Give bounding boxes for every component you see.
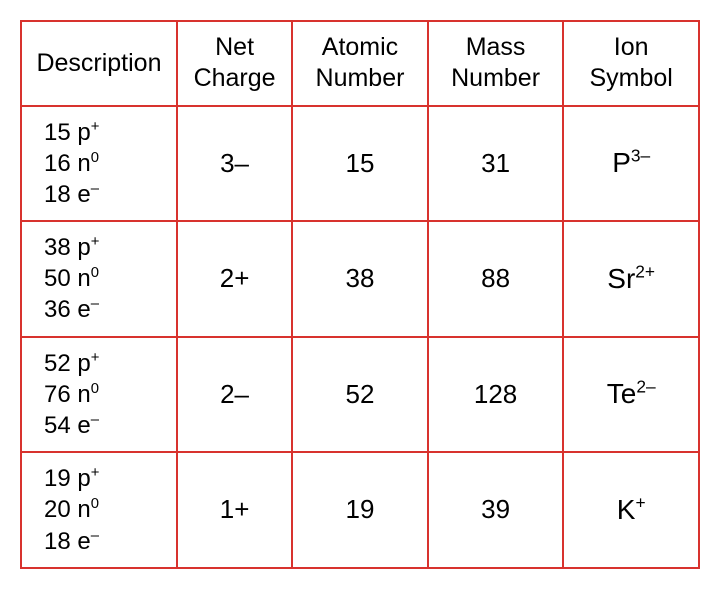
header-description: Description <box>21 21 177 106</box>
cell-ion-symbol: K+ <box>563 452 699 568</box>
electrons-line: 18 e– <box>44 179 172 210</box>
header-net-charge: NetCharge <box>177 21 292 106</box>
cell-mass-number: 39 <box>428 452 564 568</box>
table-row: 52 p+76 n054 e–2–52128Te2– <box>21 337 699 453</box>
cell-net-charge: 3– <box>177 106 292 222</box>
cell-mass-number: 88 <box>428 221 564 337</box>
protons-line: 19 p+ <box>44 463 172 494</box>
cell-net-charge: 2+ <box>177 221 292 337</box>
neutrons-line: 16 n0 <box>44 148 172 179</box>
cell-atomic-number: 38 <box>292 221 428 337</box>
table-row: 19 p+20 n018 e–1+1939K+ <box>21 452 699 568</box>
cell-ion-symbol: P3– <box>563 106 699 222</box>
electrons-line: 36 e– <box>44 294 172 325</box>
header-row: Description NetCharge AtomicNumber MassN… <box>21 21 699 106</box>
cell-atomic-number: 15 <box>292 106 428 222</box>
electrons-line: 54 e– <box>44 410 172 441</box>
neutrons-line: 20 n0 <box>44 494 172 525</box>
cell-atomic-number: 52 <box>292 337 428 453</box>
protons-line: 38 p+ <box>44 232 172 263</box>
header-mass-number: MassNumber <box>428 21 564 106</box>
cell-description: 15 p+16 n018 e– <box>21 106 177 222</box>
ion-table: Description NetCharge AtomicNumber MassN… <box>20 20 700 569</box>
electrons-line: 18 e– <box>44 526 172 557</box>
cell-mass-number: 31 <box>428 106 564 222</box>
protons-line: 15 p+ <box>44 117 172 148</box>
cell-ion-symbol: Te2– <box>563 337 699 453</box>
protons-line: 52 p+ <box>44 348 172 379</box>
cell-net-charge: 1+ <box>177 452 292 568</box>
neutrons-line: 50 n0 <box>44 263 172 294</box>
cell-net-charge: 2– <box>177 337 292 453</box>
cell-mass-number: 128 <box>428 337 564 453</box>
header-ion-symbol: IonSymbol <box>563 21 699 106</box>
cell-description: 19 p+20 n018 e– <box>21 452 177 568</box>
cell-description: 52 p+76 n054 e– <box>21 337 177 453</box>
table-row: 38 p+50 n036 e–2+3888Sr2+ <box>21 221 699 337</box>
table-row: 15 p+16 n018 e–3–1531P3– <box>21 106 699 222</box>
cell-atomic-number: 19 <box>292 452 428 568</box>
cell-description: 38 p+50 n036 e– <box>21 221 177 337</box>
cell-ion-symbol: Sr2+ <box>563 221 699 337</box>
table-body: 15 p+16 n018 e–3–1531P3–38 p+50 n036 e–2… <box>21 106 699 568</box>
header-atomic-number: AtomicNumber <box>292 21 428 106</box>
neutrons-line: 76 n0 <box>44 379 172 410</box>
